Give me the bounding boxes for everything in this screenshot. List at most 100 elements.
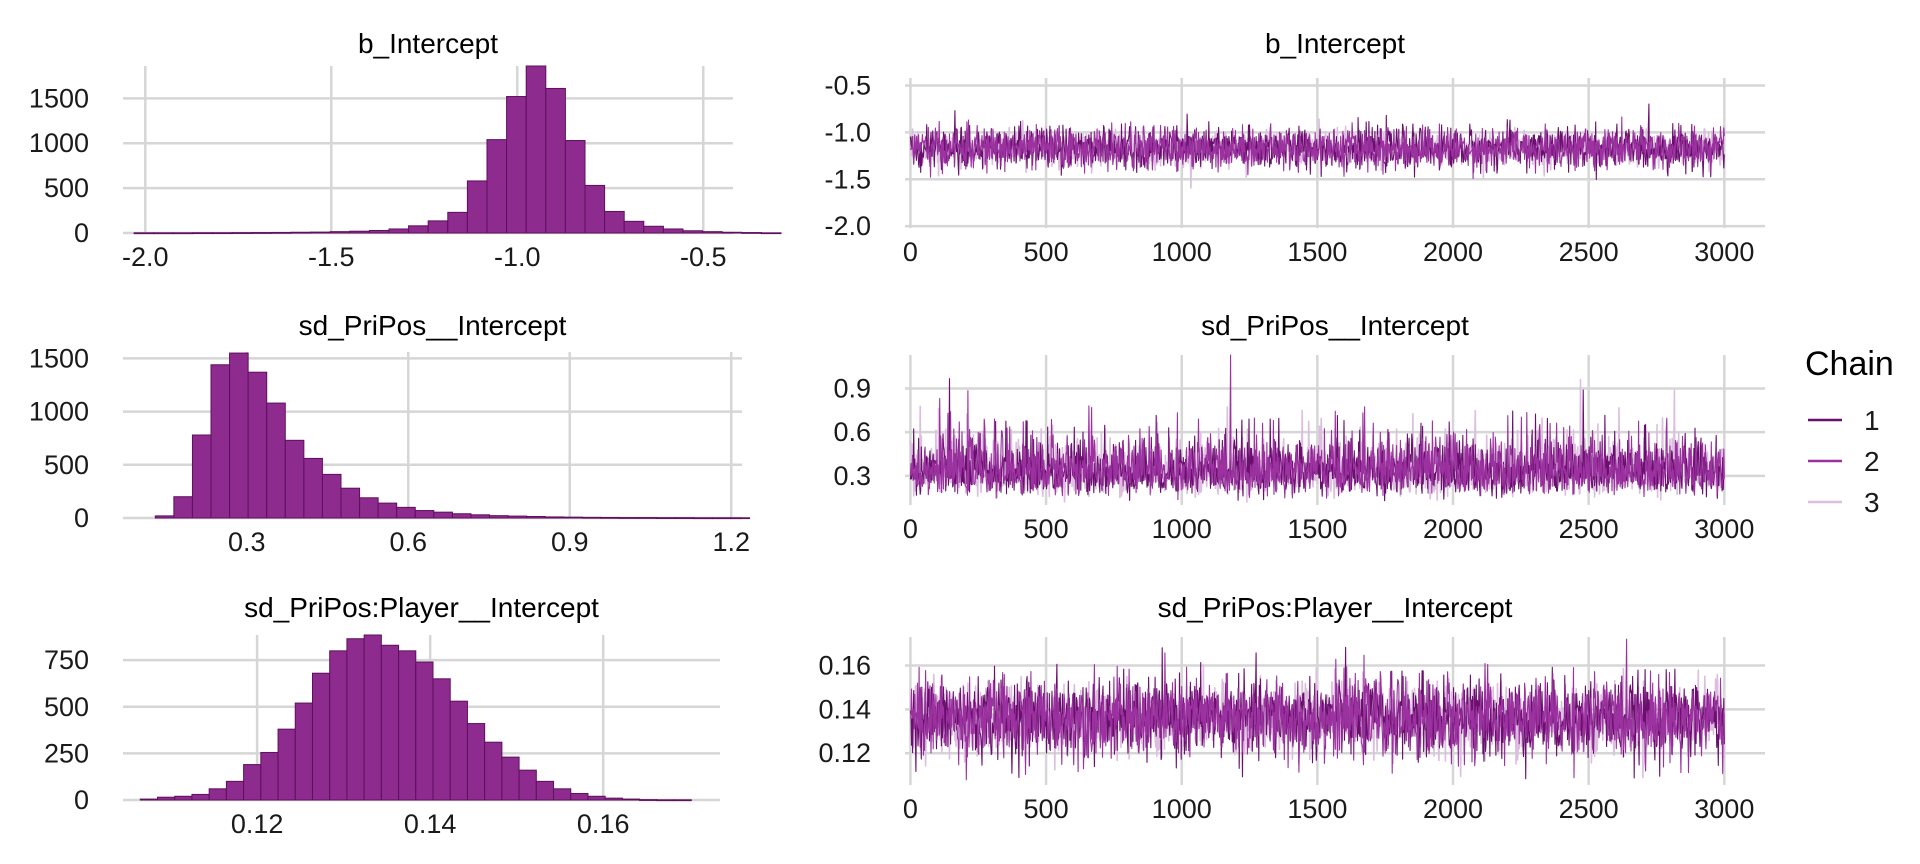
histogram-bar (408, 225, 429, 234)
x-tick-label: 2500 (1559, 794, 1619, 824)
x-tick-label: 1500 (1287, 794, 1347, 824)
histogram-bar (449, 700, 468, 801)
y-tick-label: 1500 (29, 83, 89, 113)
histogram-bar (225, 780, 245, 801)
histogram-bar (525, 65, 547, 234)
histogram-bar (484, 741, 503, 801)
histogram-bar (346, 638, 365, 801)
histogram-bar (451, 513, 472, 519)
y-tick-label: 500 (44, 692, 89, 722)
histogram-bar (721, 231, 743, 234)
x-tick-label: 0 (903, 237, 918, 267)
histogram-bar (154, 515, 175, 519)
histogram-bar (643, 225, 664, 234)
histogram-bar (368, 229, 390, 234)
histogram-bar (432, 678, 451, 801)
histogram-bar (433, 511, 453, 519)
x-tick-label: 3000 (1694, 237, 1754, 267)
x-tick-label: 500 (1024, 794, 1069, 824)
histogram-bar (486, 139, 508, 234)
legend-item-1: 1 (1808, 405, 1880, 436)
x-tick-label: 0 (903, 514, 918, 544)
histogram-bar (290, 231, 312, 234)
y-tick-label: 0.14 (818, 694, 871, 724)
histogram-bar (191, 434, 212, 519)
trace-line-chain-2 (909, 354, 1725, 501)
histogram-bar (760, 232, 782, 235)
panels: b_Intercept-2.0 -1.5 -1.0 -0.5050010001500b… (29, 28, 1765, 839)
histogram-bar (604, 797, 623, 801)
histogram-bar (526, 516, 546, 519)
y-tick-label: -2.0 (824, 211, 871, 241)
legend-item-2: 2 (1808, 446, 1880, 477)
histogram-bar (466, 723, 486, 801)
panel-title: sd_PriPos:Player__Intercept (1158, 592, 1513, 623)
x-tick-label: 2000 (1423, 237, 1483, 267)
y-tick-label: 750 (44, 645, 89, 675)
panel-1: b_Intercept -2.0 -1.5 -1.0 -0.5 0 500 1000 1500 (29, 28, 782, 272)
histogram-bar (564, 140, 586, 234)
histogram-bar (693, 517, 713, 520)
x-tick-label: 0.6 (390, 527, 428, 557)
y-tick-label: 0.9 (833, 373, 871, 403)
histogram-bar (535, 780, 555, 801)
histogram-bar (639, 799, 658, 801)
panel-2: b_Intercept 0 500 1000 1500 2000 2500 3000 -2.0 -… (824, 28, 1765, 267)
histogram-bar (157, 796, 176, 801)
x-tick-label: -1.0 (494, 242, 541, 272)
histogram-bar (396, 506, 416, 519)
histogram-bar (303, 457, 323, 519)
histogram-bar (208, 788, 227, 801)
histogram-bar (711, 517, 732, 520)
y-tick-label: 1000 (29, 397, 89, 427)
y-tick-label: 500 (44, 173, 89, 203)
histogram-bar (133, 232, 155, 235)
y-tick-label: 0.16 (818, 651, 871, 681)
y-tick-label: 500 (44, 450, 89, 480)
histogram-bar (266, 402, 286, 519)
histogram-bar (470, 514, 491, 519)
x-tick-label: 1000 (1152, 237, 1212, 267)
histogram-bar (284, 439, 305, 519)
x-tick-label: 0.14 (404, 809, 457, 839)
chain-legend: Chain 1 2 3 (1805, 345, 1894, 518)
legend-label-3: 3 (1864, 487, 1880, 518)
histogram-bar (173, 496, 193, 519)
histogram-bar (212, 232, 233, 235)
x-tick-label: 1000 (1152, 794, 1212, 824)
x-tick-label: 2000 (1423, 514, 1483, 544)
histogram-bar (674, 517, 695, 519)
panel-6: sd_PriPos:Player__Intercept 0 500 1000 1500 2… (818, 592, 1765, 824)
histogram-bar (243, 764, 262, 801)
histogram-bar (321, 473, 342, 519)
x-tick-label: -2.0 (122, 242, 169, 272)
histogram-bar (587, 795, 606, 801)
histogram-bar (553, 788, 572, 801)
histogram-bar (153, 232, 174, 235)
histogram-bar (277, 728, 296, 801)
histogram-bar (377, 502, 398, 519)
x-tick-label: 2500 (1559, 237, 1619, 267)
x-tick-label: 0.3 (228, 527, 266, 557)
trace-line-chain-2 (909, 116, 1725, 180)
histogram-bar (489, 515, 509, 519)
panel-title: sd_PriPos__Intercept (299, 310, 567, 341)
y-tick-label: 0.6 (833, 417, 871, 447)
histogram-bar (398, 650, 417, 801)
histogram-bar (673, 799, 692, 802)
histogram-bar (621, 798, 641, 801)
histogram-bar (251, 232, 272, 234)
histogram-bar (570, 792, 589, 801)
histogram-bar (329, 231, 351, 234)
x-tick-label: 0.12 (231, 809, 284, 839)
histogram-bar (340, 487, 361, 519)
histogram-bar (637, 517, 658, 519)
legend-label-1: 1 (1864, 405, 1880, 436)
histogram-bar (229, 352, 249, 519)
histogram-bar (506, 96, 527, 234)
x-tick-label: 500 (1024, 237, 1069, 267)
histogram-bar (656, 799, 675, 802)
histogram-bar (191, 793, 210, 801)
trace-line-chain-2 (909, 638, 1725, 781)
histogram-bar (741, 232, 762, 234)
